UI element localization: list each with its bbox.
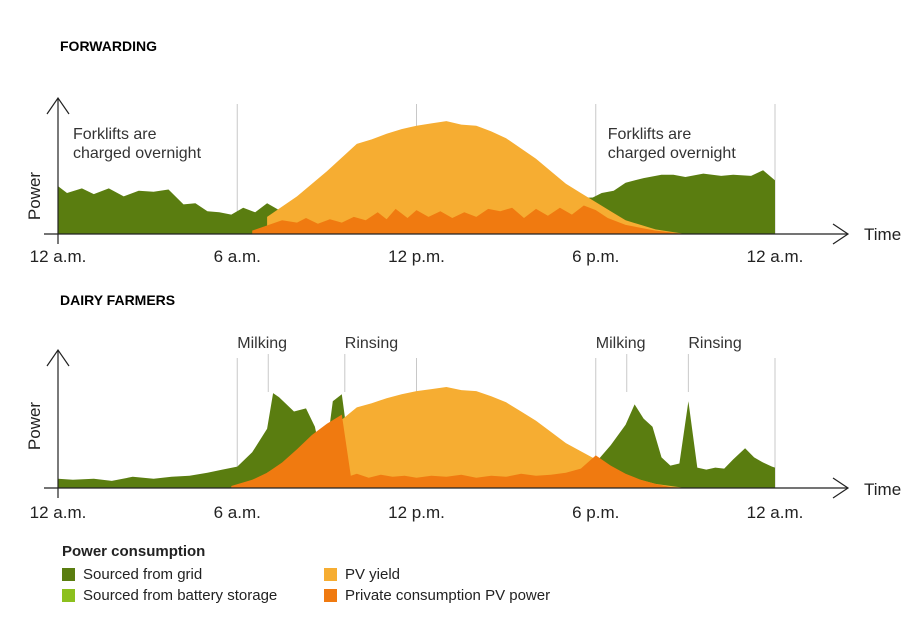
forwarding-title: FORWARDING [60,38,157,54]
annotation-line: charged overnight [73,145,202,162]
legend-swatch [62,589,75,602]
annotation-line: charged overnight [608,145,737,162]
pv-yield-area [267,121,686,234]
legend-items: Sourced from grid PV yield Sourced from … [62,566,622,604]
x-tick-label: 12 p.m. [388,503,445,522]
x-tick-label: 12 a.m. [747,247,804,266]
x-tick-label: 6 p.m. [572,247,619,266]
y-axis-label: Power [25,172,44,221]
dairy-farmers-chart: DAIRY FARMERS 12 a.m. 6 a.m. 12 p.m. 6 p.m.… [25,292,901,522]
private-consumption-pv-power-area [231,414,686,488]
annotation-label: Milking [237,335,287,352]
legend-swatch [324,589,337,602]
private-consumption-pv-power-area [252,205,686,234]
legend-label: Sourced from battery storage [83,587,278,604]
legend-label: Sourced from grid [83,566,203,583]
x-tick-label: 12 a.m. [747,503,804,522]
y-axis-arrowhead [46,348,70,367]
x-axis-arrowhead [832,477,850,499]
x-tick-label: 6 a.m. [214,247,261,266]
annotation-label: Rinsing [345,335,398,352]
x-tick-label: 6 p.m. [572,503,619,522]
annotation-label: Milking [596,335,646,352]
area-series [58,121,775,234]
annotation-label: Rinsing [688,335,741,352]
y-axis-label: Power [25,402,44,451]
x-axis-arrowhead [832,223,850,245]
area-series [58,387,775,488]
x-tick-label: 6 a.m. [214,503,261,522]
forwarding-chart: FORWARDING 12 a.m. 6 a.m. 12 p.m. 6 p.m. 12 … [25,38,901,266]
pv-yield-area [267,387,686,488]
legend-swatch [324,568,337,581]
tick-labels: 12 a.m. 6 a.m. 12 p.m. 6 p.m. 12 a.m. [30,247,804,266]
legend-item-battery: Sourced from battery storage [62,587,324,604]
annotation-label: Forklifts are charged overnight [608,126,737,162]
annotation-label: Forklifts are charged overnight [73,126,202,162]
annotation-line: Forklifts are [608,126,692,143]
legend-label: PV yield [345,566,401,583]
tick-labels: 12 a.m. 6 a.m. 12 p.m. 6 p.m. 12 a.m. [30,503,804,522]
legend-title: Power consumption [62,543,206,560]
x-tick-label: 12 a.m. [30,247,87,266]
x-tick-label: 12 p.m. [388,247,445,266]
x-tick-label: 12 a.m. [30,503,87,522]
y-axis-arrowhead [46,96,70,115]
legend: Power consumption Sourced from grid PV y… [62,543,622,604]
x-axis-label: Time [864,225,901,244]
legend-item-grid: Sourced from grid [62,566,324,583]
axes [44,96,850,245]
annotations: Forklifts are charged overnightForklifts … [73,126,736,162]
legend-label: Private consumption PV power [345,587,551,604]
legend-swatch [62,568,75,581]
annotation-line: Forklifts are [73,126,157,143]
dairy-farmers-title: DAIRY FARMERS [60,292,175,308]
legend-item-private-pv: Private consumption PV power [324,587,584,604]
legend-item-pv-yield: PV yield [324,566,584,583]
x-axis-label: Time [864,480,901,499]
axes [44,348,850,499]
annotations: Milking Rinsing Milking Rinsing [237,335,741,352]
